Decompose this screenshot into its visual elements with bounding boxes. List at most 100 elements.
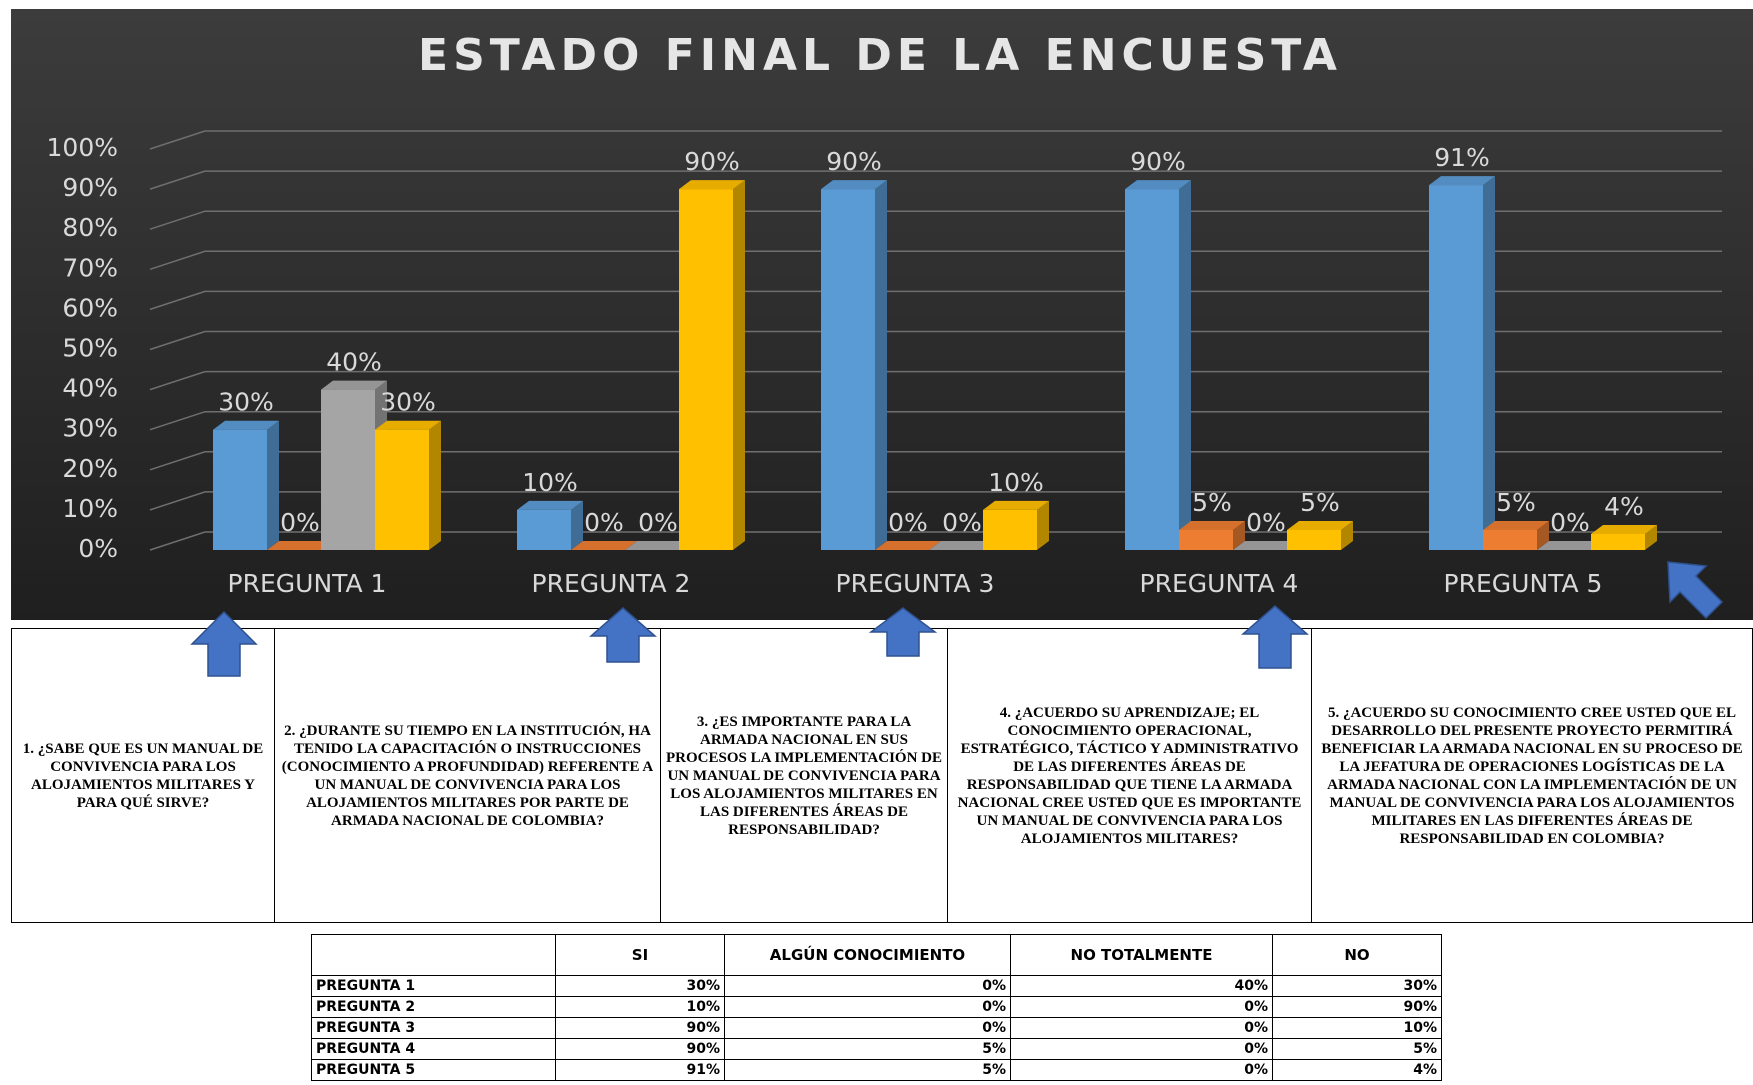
x-tick-label: PREGUNTA 2 — [532, 569, 691, 598]
bar-side — [1037, 500, 1049, 550]
table-cell: 10% — [555, 996, 725, 1018]
row-header: PREGUNTA 3 — [311, 1017, 556, 1039]
grid-line — [149, 210, 1722, 230]
chart-title: ESTADO FINAL DE LA ENCUESTA — [418, 30, 1342, 81]
bar — [321, 389, 375, 550]
bar-side — [429, 420, 441, 550]
column-header: NO — [1272, 934, 1442, 976]
table-cell: 90% — [555, 1038, 725, 1060]
y-tick-label: 60% — [62, 293, 118, 322]
y-tick-label: 0% — [78, 534, 118, 563]
bar-top — [1483, 520, 1549, 530]
bar-top — [1537, 541, 1603, 550]
question-text: 4. ¿ACUERDO SU APRENDIZAJE; EL CONOCIMIE… — [957, 704, 1302, 847]
bar-top — [983, 500, 1049, 510]
bar-top — [625, 541, 691, 550]
bar — [517, 509, 571, 550]
bar-side — [1233, 520, 1245, 550]
data-label: 40% — [326, 348, 382, 377]
bar — [983, 509, 1037, 550]
bar-top — [821, 180, 887, 190]
table-cell: 0% — [724, 975, 1011, 997]
x-tick-label: PREGUNTA 4 — [1140, 569, 1299, 598]
y-tick-label: 40% — [62, 374, 118, 403]
y-tick-label: 80% — [62, 213, 118, 242]
data-label: 30% — [380, 388, 436, 417]
table-cell: 0% — [1010, 1017, 1273, 1039]
bar — [1429, 185, 1483, 550]
column-header: NO TOTALMENTE — [1010, 934, 1273, 976]
bar-top — [321, 380, 387, 390]
bar-top — [1287, 520, 1353, 530]
grid-line — [149, 250, 1722, 271]
bar-side — [875, 180, 887, 550]
table-row: PREGUNTA 3 90% 0% 0% 10% — [311, 1017, 1442, 1039]
bar-top — [375, 420, 441, 430]
bar-side — [1179, 180, 1191, 550]
data-label: 30% — [218, 388, 274, 417]
data-label: 90% — [826, 147, 882, 176]
data-label: 0% — [1246, 508, 1286, 537]
bar-top — [1591, 524, 1657, 534]
bar — [1483, 529, 1537, 550]
row-header: PREGUNTA 2 — [311, 996, 556, 1018]
question-box: 5. ¿ACUERDO SU CONOCIMIENTO CREE USTED Q… — [1311, 628, 1753, 923]
bar-top — [1233, 541, 1299, 550]
arrow — [190, 610, 258, 677]
corner-cell — [311, 934, 556, 976]
bar-top — [517, 500, 583, 510]
bar — [1287, 529, 1341, 550]
grid-line — [149, 290, 1722, 311]
chart: ESTADO FINAL DE LA ENCUESTA 0% 10% 20% 30% 4… — [11, 9, 1753, 620]
table-cell: 30% — [555, 975, 725, 997]
table-cell: 0% — [724, 996, 1011, 1018]
table-cell: 10% — [1272, 1017, 1442, 1039]
y-tick-label: 90% — [62, 173, 118, 202]
bar-top — [679, 180, 745, 190]
data-label: 0% — [638, 508, 678, 537]
data-label: 5% — [1192, 488, 1232, 517]
data-label: 5% — [1300, 488, 1340, 517]
table-cell: 0% — [1010, 1038, 1273, 1060]
data-label: 0% — [888, 508, 928, 537]
data-label: 91% — [1434, 143, 1490, 172]
question-box: 3. ¿ES IMPORTANTE PARA LA ARMADA NACIONA… — [660, 628, 948, 923]
bar — [213, 429, 267, 550]
table-cell: 40% — [1010, 975, 1273, 997]
y-tick-label: 30% — [62, 414, 118, 443]
table-cell: 90% — [1272, 996, 1442, 1018]
y-tick-label: 50% — [62, 334, 118, 363]
table-cell: 0% — [724, 1017, 1011, 1039]
bar-side — [733, 180, 745, 550]
table-cell: 5% — [724, 1059, 1011, 1081]
data-label: 0% — [1550, 508, 1590, 537]
data-label: 0% — [584, 508, 624, 537]
y-tick-label: 100% — [47, 133, 118, 162]
bar — [1179, 529, 1233, 550]
grid-line — [149, 170, 1722, 190]
table-cell: 30% — [1272, 975, 1442, 997]
y-tick-label: 20% — [62, 454, 118, 483]
bar-side — [1483, 176, 1495, 550]
table-cell: 0% — [1010, 996, 1273, 1018]
data-label: 5% — [1496, 488, 1536, 517]
arrow — [1241, 605, 1309, 669]
x-tick-label: PREGUNTA 3 — [836, 569, 995, 598]
bar — [1125, 189, 1179, 550]
data-label: 4% — [1604, 492, 1644, 521]
y-tick-label: 10% — [62, 494, 118, 523]
y-tick-label: 70% — [62, 253, 118, 282]
bar-side — [571, 500, 583, 550]
grid-line — [149, 410, 1722, 431]
bar-side — [1341, 520, 1353, 550]
bar-top — [213, 420, 279, 430]
bar-side — [1537, 520, 1549, 550]
table-cell: 5% — [1272, 1038, 1442, 1060]
bar — [821, 189, 875, 550]
data-label: 0% — [942, 508, 982, 537]
column-header: ALGÚN CONOCIMIENTO — [724, 934, 1011, 976]
table-cell: 4% — [1272, 1059, 1442, 1081]
x-tick-label: PREGUNTA 5 — [1444, 569, 1603, 598]
bar — [679, 189, 733, 550]
